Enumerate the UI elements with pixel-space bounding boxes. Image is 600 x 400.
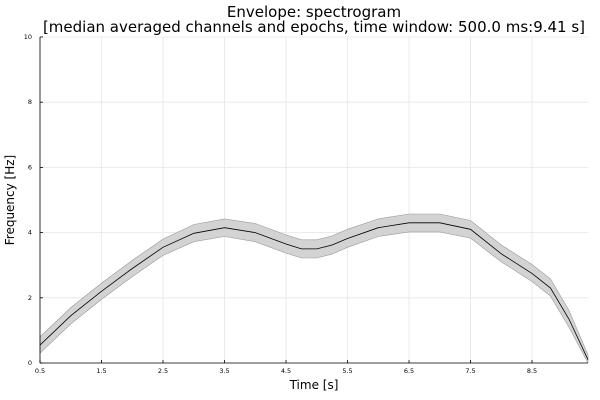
median-line-0 <box>39 222 589 360</box>
chart-subtitle: [median averaged channels and epochs, ti… <box>43 18 585 36</box>
x-tick-labels: 0.5 1.5 2.5 3.5 4.5 5.5 6.5 7.5 8.5 <box>35 367 537 375</box>
x-tick-label: 8.5 <box>527 367 537 375</box>
x-axis-label: Time [s] <box>289 378 339 392</box>
x-tick-label: 6.5 <box>404 367 414 375</box>
median-line-layer <box>39 222 589 360</box>
y-tick-labels: 0 2 4 6 8 10 <box>24 33 32 367</box>
chart-title: Envelope: spectrogram <box>227 3 401 21</box>
y-axis-label: Frequency [Hz] <box>3 155 17 246</box>
grid <box>39 36 588 364</box>
x-tick-label: 2.5 <box>158 367 168 375</box>
x-tick-label: 1.5 <box>96 367 106 375</box>
y-tick-label: 8 <box>28 98 32 106</box>
y-tick-label: 4 <box>28 229 32 237</box>
x-tick-label: 4.5 <box>281 367 291 375</box>
y-tick-label: 10 <box>24 33 32 41</box>
y-tick-label: 2 <box>28 294 32 302</box>
x-tick-label: 3.5 <box>219 367 229 375</box>
confidence-band-0 <box>39 213 589 364</box>
y-tick-label: 0 <box>28 359 32 367</box>
y-tick-label: 6 <box>28 163 32 171</box>
x-tick-label: 7.5 <box>465 367 475 375</box>
x-tick-label: 5.5 <box>342 367 352 375</box>
x-tick-label: 0.5 <box>35 367 45 375</box>
axes <box>39 36 588 364</box>
confidence-band-layer <box>39 213 589 364</box>
